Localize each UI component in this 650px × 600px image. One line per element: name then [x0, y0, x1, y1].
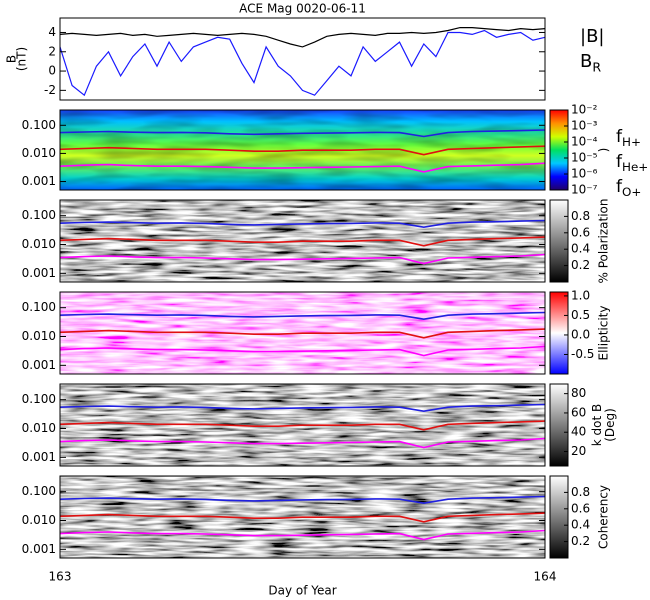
frequency-line	[59, 311, 546, 321]
frequency-line	[59, 512, 546, 523]
colorbar-tick-label: 0.6	[571, 225, 590, 239]
legend-entry-sub: He+	[622, 160, 648, 174]
colorbar	[549, 199, 569, 283]
plot-frame	[59, 109, 546, 191]
frequency-line	[59, 162, 546, 173]
y-tick-label: 0.010	[22, 329, 56, 343]
plot-frame	[59, 199, 546, 283]
frequency-line	[59, 253, 546, 265]
legend-entry: fHe+	[616, 152, 648, 174]
frequency-line	[59, 145, 546, 156]
frequency-line	[59, 345, 546, 357]
y-tick-label: 0.100	[22, 208, 56, 222]
frequency-line	[59, 236, 546, 247]
legend-entry-main: f	[616, 177, 623, 197]
y-tick-label: 4	[48, 25, 56, 39]
frequency-line	[59, 495, 546, 505]
colorbar-tick-label: 60	[571, 405, 586, 419]
colorbar	[549, 383, 569, 467]
y-tick-label: 0.100	[22, 392, 56, 406]
colorbar-tick-label: 10⁻⁵	[571, 151, 598, 165]
colorbar-tick-label: 10⁻³	[571, 119, 598, 133]
colorbar-tick-label: 40	[571, 425, 586, 439]
legend-entry-main: f	[616, 127, 623, 147]
y-axis-label: B	[5, 55, 19, 63]
colorbar-tick-label: 0.2	[571, 258, 590, 272]
colorbar-tick-label: 10⁻²	[571, 103, 598, 117]
legend-entry: fH+	[616, 127, 641, 149]
y-tick-label: 0.100	[22, 484, 56, 498]
y-tick-label: -2	[44, 83, 56, 97]
colorbar-tick-label: 0.8	[571, 209, 590, 223]
colorbar-tick-label: 0.6	[571, 501, 590, 515]
y-tick-label: 0.010	[22, 421, 56, 435]
y-tick-label: 0.001	[22, 542, 56, 556]
chart-title: ACE Mag 0020-06-11	[239, 2, 366, 16]
frequency-line	[59, 437, 546, 449]
y-tick-label: 2	[48, 44, 56, 58]
y-axis-label: (nT)	[15, 47, 29, 71]
colorbar-tick-label: 10⁻⁴	[571, 135, 598, 149]
x-tick-label: 164	[534, 570, 557, 584]
legend-entry-sub: R	[592, 59, 601, 74]
frequency-line	[59, 129, 546, 138]
colorbar-tick-label: -0.5	[571, 347, 594, 361]
legend-entry: fO+	[616, 177, 641, 199]
y-tick-label: 0.001	[22, 450, 56, 464]
colorbar-tick-label: 0.5	[571, 308, 590, 322]
colorbar-tick-label: 80	[571, 386, 586, 400]
plot-frame	[59, 475, 546, 559]
legend-entry: BR	[580, 51, 601, 74]
y-tick-label: 0.100	[22, 118, 56, 132]
colorbar	[549, 475, 569, 559]
colorbar-label: Coherency	[597, 485, 611, 549]
y-tick-label: 0.001	[22, 174, 56, 188]
colorbar-tick-label: 10⁻⁶	[571, 167, 598, 181]
series-line	[59, 27, 546, 48]
series-line	[59, 29, 546, 97]
colorbar-tick-label: 20	[571, 444, 586, 458]
frequency-line	[59, 328, 546, 339]
y-tick-label: 0.001	[22, 266, 56, 280]
colorbar	[549, 291, 569, 375]
colorbar-label: (Deg)	[603, 408, 617, 442]
colorbar-tick-label: 0.8	[571, 485, 590, 499]
x-tick-label: 163	[49, 570, 72, 584]
y-tick-label: 0.010	[22, 513, 56, 527]
colorbar-tick-label: 0.4	[571, 242, 590, 256]
legend-entry-sub: H+	[622, 135, 641, 149]
legend-entry-main: |B|	[580, 26, 604, 47]
frequency-line	[59, 219, 546, 229]
colorbar-tick-label: 1.0	[571, 288, 590, 302]
y-tick-label: 0.100	[22, 300, 56, 314]
colorbar-label: Ellipticity	[597, 306, 611, 361]
colorbar	[549, 109, 569, 191]
frequency-line	[59, 403, 546, 413]
legend-entry: |B|	[580, 26, 604, 47]
colorbar-label: % Polarization	[597, 199, 611, 284]
y-tick-label: 0.001	[22, 358, 56, 372]
plot-frame	[59, 291, 546, 375]
y-tick-label: 0.010	[22, 146, 56, 160]
colorbar-tick-label: 0.4	[571, 518, 590, 532]
y-tick-label: 0.010	[22, 237, 56, 251]
legend-entry-sub: O+	[622, 185, 641, 199]
plot-frame	[59, 17, 546, 101]
x-axis-label: Day of Year	[268, 584, 336, 598]
frequency-line	[59, 529, 546, 541]
colorbar-tick-label: 10⁻⁷	[571, 183, 598, 197]
colorbar-label: )	[597, 148, 611, 153]
frequency-line	[59, 420, 546, 431]
legend-entry-main: B	[580, 51, 592, 72]
colorbar-label: k dot B	[590, 404, 604, 446]
colorbar-tick-label: 0.0	[571, 327, 590, 341]
y-tick-label: 0	[48, 64, 56, 78]
legend-entry-main: f	[616, 152, 623, 172]
colorbar-tick-label: 0.2	[571, 534, 590, 548]
plot-frame	[59, 383, 546, 467]
